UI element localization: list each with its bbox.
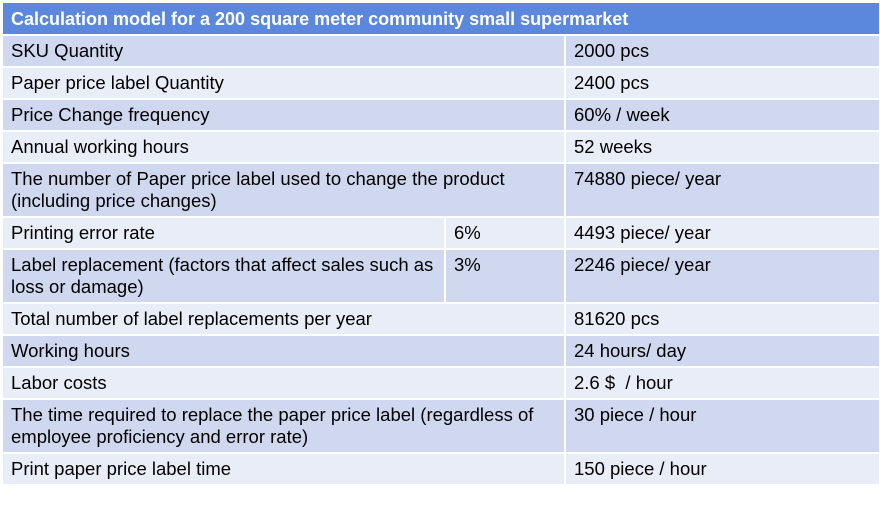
table-row: Print paper price label time 150 piece /… [1, 452, 880, 486]
row-value: 24 hours/ day [563, 334, 880, 368]
row-value: 2400 pcs [563, 66, 880, 100]
table-title-row: Calculation model for a 200 square meter… [0, 1, 880, 36]
row-label: Print paper price label time [1, 452, 566, 486]
row-value: 4493 piece/ year [563, 216, 880, 250]
table-row: Label replacement (factors that affect s… [1, 248, 880, 304]
row-label: Annual working hours [1, 130, 566, 164]
row-value: 60% / week [563, 98, 880, 132]
row-label: Price Change frequency [1, 98, 566, 132]
table-title: Calculation model for a 200 square meter… [0, 1, 880, 36]
row-value: 2000 pcs [563, 34, 880, 68]
table-row: Price Change frequency 60% / week [1, 98, 880, 132]
row-value: 81620 pcs [563, 302, 880, 336]
row-label: Label replacement (factors that affect s… [1, 248, 446, 304]
row-percent: 6% [444, 216, 566, 250]
calculation-table: Calculation model for a 200 square meter… [0, 1, 880, 486]
row-label: SKU Quantity [1, 34, 566, 68]
row-label: Labor costs [1, 366, 566, 400]
table-row: Printing error rate 6% 4493 piece/ year [1, 216, 880, 250]
table-row: The time required to replace the paper p… [1, 398, 880, 454]
row-label: The number of Paper price label used to … [1, 162, 566, 218]
row-value: 30 piece / hour [563, 398, 880, 454]
row-value: 52 weeks [563, 130, 880, 164]
table-row: Annual working hours 52 weeks [1, 130, 880, 164]
row-label: Total number of label replacements per y… [1, 302, 566, 336]
row-value: 2.6 $ / hour [563, 366, 880, 400]
row-percent: 3% [444, 248, 566, 304]
row-label: Printing error rate [1, 216, 446, 250]
row-label: Working hours [1, 334, 566, 368]
table-row: SKU Quantity 2000 pcs [1, 34, 880, 68]
row-value: 150 piece / hour [563, 452, 880, 486]
table-row: Labor costs 2.6 $ / hour [1, 366, 880, 400]
table-row: Paper price label Quantity 2400 pcs [1, 66, 880, 100]
table-row: Working hours 24 hours/ day [1, 334, 880, 368]
table-row: The number of Paper price label used to … [1, 162, 880, 218]
row-value: 74880 piece/ year [563, 162, 880, 218]
row-label: The time required to replace the paper p… [1, 398, 566, 454]
row-value: 2246 piece/ year [563, 248, 880, 304]
row-label: Paper price label Quantity [1, 66, 566, 100]
table-row: Total number of label replacements per y… [1, 302, 880, 336]
